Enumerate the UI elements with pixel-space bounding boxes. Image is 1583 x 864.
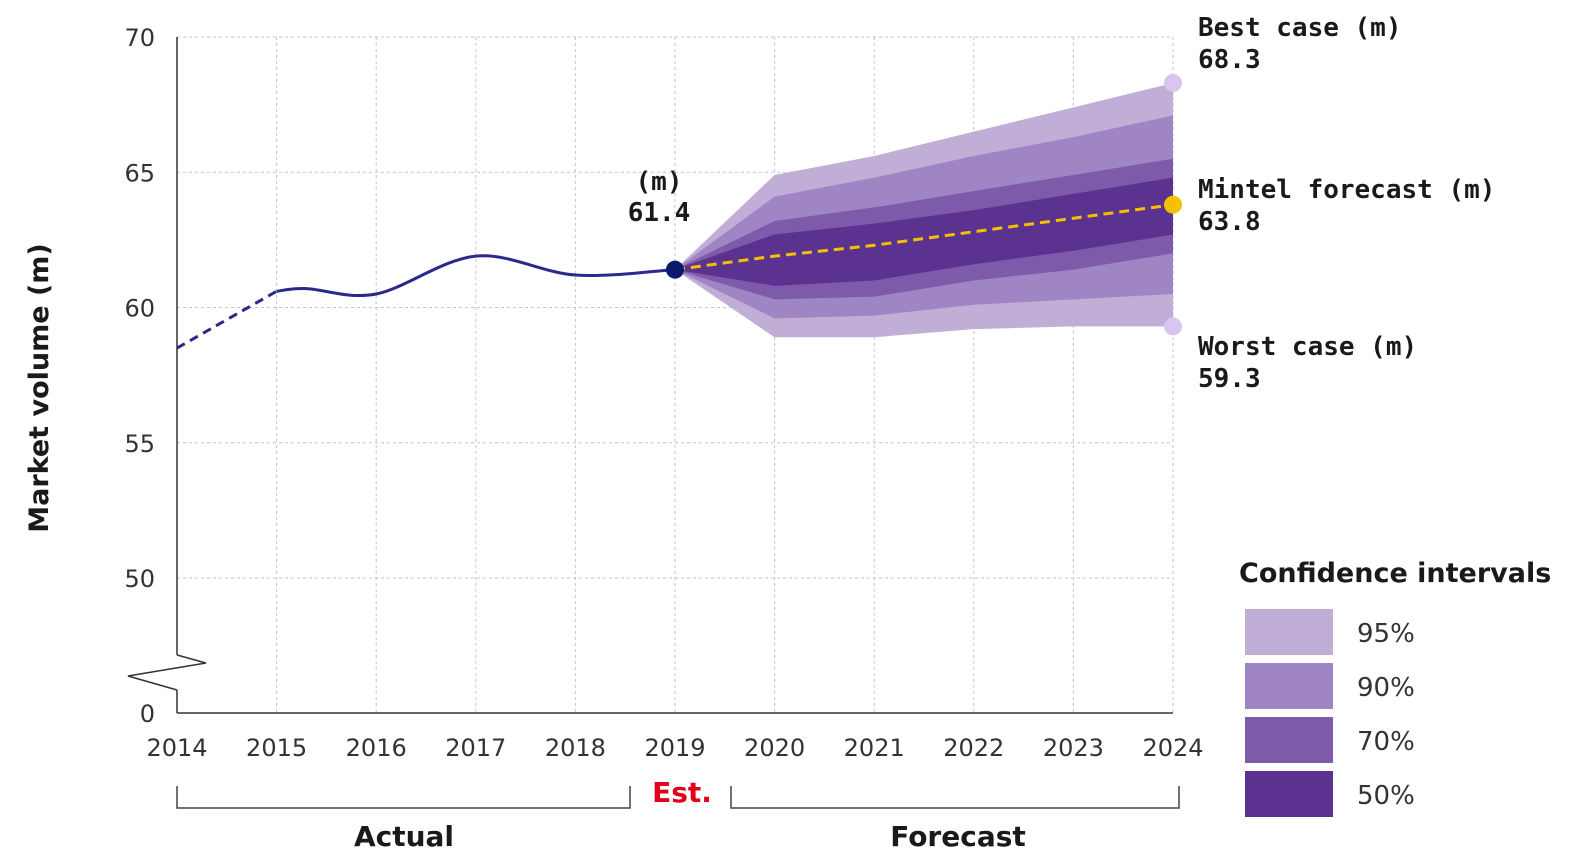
x-tick-2020: 2020 [744,734,805,762]
legend-label-95: 95% [1357,619,1415,649]
est-period-label: Est. [652,776,712,809]
legend: Confidence intervals 95% 90% 70% 50% [1239,558,1551,817]
data-lines [176,203,1174,350]
mintel-forecast-label: Mintel forecast (m) [1198,175,1495,205]
estimate-marker [666,260,684,279]
x-tick-2024: 2024 [1142,734,1203,762]
forecast-period-label: Forecast [890,820,1026,853]
legend-label-90: 90% [1357,673,1415,703]
x-tick-2022: 2022 [943,734,1004,762]
mintel-forecast-marker [1164,195,1182,214]
x-tick-2021: 2021 [844,734,905,762]
best-case-marker [1164,73,1182,92]
y-tick-70: 70 [124,24,155,52]
best-case-label: Best case (m) [1198,13,1402,43]
estimate-label: (m) [636,167,683,197]
actual-line [276,254,676,298]
y-tick-55: 55 [124,430,155,458]
y-axis-label: Market volume (m) [24,243,55,533]
markers [666,73,1182,336]
mintel-forecast-value: 63.8 [1198,207,1261,237]
x-tick-2015: 2015 [246,734,307,762]
confidence-bands [675,82,1173,338]
actual-bracket [176,786,631,809]
period-brackets: Actual Est. Forecast [176,776,1180,853]
forecast-line [674,203,1174,272]
x-tick-2016: 2016 [346,734,407,762]
y-tick-65: 65 [124,159,155,187]
x-tick-2017: 2017 [445,734,506,762]
x-tick-2023: 2023 [1043,734,1104,762]
legend-label-70: 70% [1357,727,1415,757]
y-tick-0: 0 [140,700,155,728]
x-tick-2014: 2014 [146,734,207,762]
legend-label-50: 50% [1357,781,1415,811]
worst-case-marker [1164,317,1182,336]
confidence-band-50 [675,177,1173,286]
legend-title: Confidence intervals [1239,558,1551,589]
y-axis-break [127,654,207,691]
axes [127,37,1173,714]
legend-swatch-95 [1245,609,1333,655]
legend-swatch-50 [1245,771,1333,817]
worst-case-label: Worst case (m) [1198,332,1417,362]
estimate-value: 61.4 [628,198,691,228]
worst-case-value: 59.3 [1198,364,1261,394]
annotations: (m)61.4 Best case (m)68.3 Mintel forecast … [628,13,1496,394]
x-tick-2019: 2019 [644,734,705,762]
best-case-value: 68.3 [1198,45,1261,75]
tick-labels: 0 50 55 60 65 70 2014 2015 2016 2017 2018 2019 2020 2… [124,24,1203,762]
x-tick-2018: 2018 [545,734,606,762]
y-tick-50: 50 [124,565,155,593]
y-tick-60: 60 [124,295,155,323]
actual-period-label: Actual [354,820,454,853]
forecast-bracket [730,786,1180,809]
actual-line-dashed [176,289,278,350]
legend-swatch-90 [1245,663,1333,709]
legend-swatch-70 [1245,717,1333,763]
